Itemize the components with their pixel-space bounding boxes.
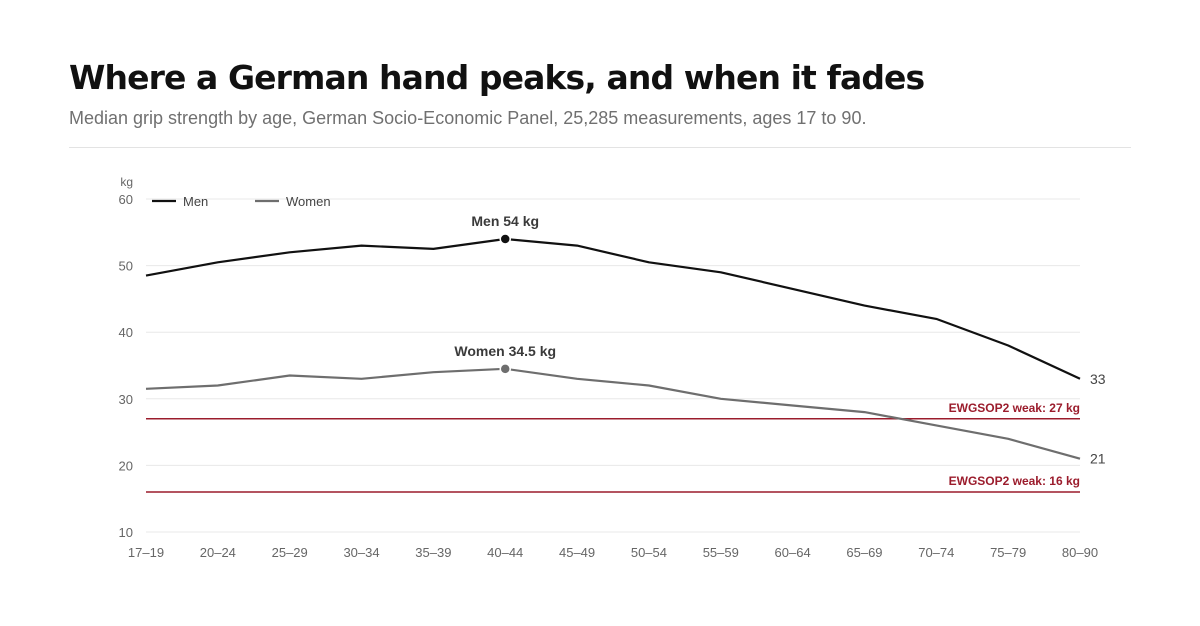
x-tick-label-1: 20–24 <box>200 545 236 560</box>
x-tick-label-4: 35–39 <box>415 545 451 560</box>
x-tick-label-5: 40–44 <box>487 545 523 560</box>
series-lines <box>145 237 1081 460</box>
y-axis-ticks: 10 20 30 40 50 60 kg <box>119 175 133 540</box>
legend-label-women: Women <box>286 194 331 209</box>
x-tick-label-3: 30–34 <box>343 545 379 560</box>
end-label-men: 33 <box>1090 371 1106 387</box>
x-tick-label-11: 70–74 <box>918 545 954 560</box>
x-tick-label-10: 65–69 <box>846 545 882 560</box>
x-tick-label-13: 80–90 <box>1062 545 1098 560</box>
y-tick-label-40: 40 <box>119 325 133 340</box>
y-tick-label-50: 50 <box>119 259 133 274</box>
y-axis-unit: kg <box>120 175 133 189</box>
chart-subtitle: Median grip strength by age, German Soci… <box>69 108 867 128</box>
y-tick-label-60: 60 <box>119 192 133 207</box>
legend-label-men: Men <box>183 194 208 209</box>
peak-marker-women <box>499 363 511 375</box>
end-label-women: 21 <box>1090 451 1106 467</box>
x-tick-label-9: 60–64 <box>775 545 811 560</box>
legend: Men Women <box>152 194 331 209</box>
reference-label-16: EWGSOP2 weak: 16 kg <box>949 474 1080 488</box>
series-line-women <box>145 367 1081 460</box>
x-tick-label-8: 55–59 <box>703 545 739 560</box>
peak-label-men: Men 54 kg <box>471 213 539 229</box>
peak-marker-men <box>499 233 511 245</box>
header-divider <box>69 147 1131 148</box>
x-tick-label-0: 17–19 <box>128 545 164 560</box>
x-tick-label-12: 75–79 <box>990 545 1026 560</box>
reference-lines: EWGSOP2 weak: 27 kg EWGSOP2 weak: 16 kg <box>146 401 1080 493</box>
x-tick-label-2: 25–29 <box>272 545 308 560</box>
annotations: Men 54 kg 33 Women 34.5 kg 21 <box>454 213 1105 467</box>
peak-label-women: Women 34.5 kg <box>454 343 556 359</box>
y-tick-label-30: 30 <box>119 392 133 407</box>
chart-title: Where a German hand peaks, and when it f… <box>69 58 925 97</box>
series-line-men <box>145 237 1081 380</box>
y-tick-label-10: 10 <box>119 525 133 540</box>
x-tick-label-7: 50–54 <box>631 545 667 560</box>
x-axis-ticks: 17–19 20–24 25–29 30–34 35–39 40–44 45–49 50–54… <box>128 545 1098 560</box>
y-tick-label-20: 20 <box>119 458 133 473</box>
gridlines <box>146 198 1080 533</box>
reference-label-27: EWGSOP2 weak: 27 kg <box>949 401 1080 415</box>
x-tick-label-6: 45–49 <box>559 545 595 560</box>
